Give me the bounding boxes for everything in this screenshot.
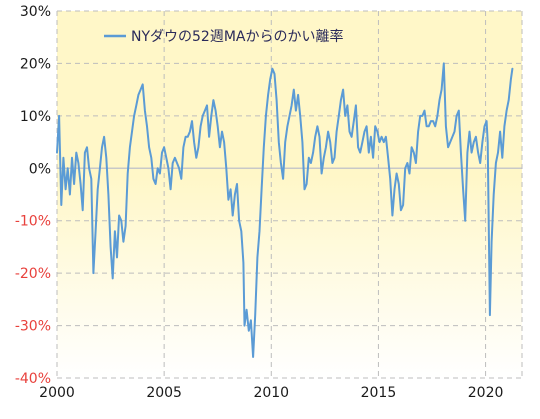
y-axis-ticks: 30% 20% 10% 0% -10% -20% -30% -40%: [15, 4, 51, 387]
y-tick-label: 0%: [29, 161, 51, 177]
y-tick-label: -10%: [15, 214, 51, 230]
legend: NYダウの52週MAからのかい離率: [104, 28, 344, 45]
y-tick-label: 30%: [20, 4, 51, 20]
legend-label: NYダウの52週MAからのかい離率: [131, 28, 344, 45]
x-tick-label: 2015: [361, 385, 397, 401]
series-line: [56, 62, 514, 358]
y-tick-label: -20%: [15, 266, 51, 282]
y-tick-label: 20%: [20, 56, 51, 72]
gridlines: [56, 10, 523, 379]
y-tick-label: 10%: [20, 109, 51, 125]
series-layer: [56, 62, 514, 358]
x-tick-label: 2010: [253, 385, 289, 401]
x-tick-label: 2005: [146, 385, 182, 401]
y-tick-label: -40%: [15, 371, 51, 387]
x-tick-label: 2000: [39, 385, 75, 401]
x-axis-ticks: 2000 2005 2010 2015 2020: [39, 385, 503, 401]
x-tick-label: 2020: [468, 385, 504, 401]
y-tick-label: -30%: [15, 319, 51, 335]
